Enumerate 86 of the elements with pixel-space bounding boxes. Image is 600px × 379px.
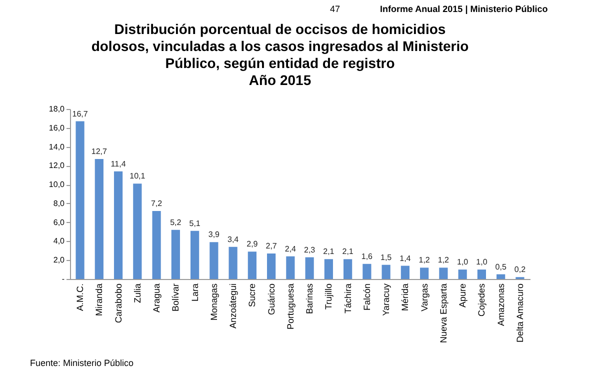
bar (133, 184, 142, 279)
y-tick-label: 12,0 (48, 161, 66, 170)
y-tick-label: - (62, 274, 65, 284)
data-label: 2,7 (266, 242, 278, 250)
data-label: 12,7 (91, 147, 108, 156)
text: Informe Anual 2015 | Ministerio Público (380, 4, 548, 14)
data-label: 1,0 (457, 258, 469, 267)
y-tick-label: 4,0 (53, 236, 66, 246)
data-label: 11,4 (110, 159, 126, 168)
bar (210, 242, 218, 279)
bar (344, 259, 352, 279)
data-label: 16,7 (72, 109, 88, 118)
x-tick-label: Monagas (208, 283, 219, 321)
y-tick-label: 8,0 (53, 198, 66, 208)
x-tick-label: Barinas (304, 283, 315, 314)
chart-subtitle: Año 2015 (248, 72, 312, 88)
bar (324, 259, 333, 279)
bar (267, 254, 276, 279)
x-tick-label: Zulia (132, 284, 142, 304)
data-label: 1,4 (400, 254, 412, 263)
y-tick-label: 6,0 (53, 218, 66, 227)
x-tick-label: Nueva Esparta (438, 284, 448, 344)
data-label: 3,9 (208, 230, 220, 240)
data-label: 2,9 (246, 240, 258, 249)
source-note: Fuente: Ministerio Público (30, 358, 134, 368)
data-label: 1,2 (418, 256, 430, 265)
x-tick-label: Vargas (419, 283, 430, 312)
bar (382, 264, 390, 279)
y-tick-label: 14,0 (48, 142, 66, 152)
bar (190, 230, 200, 279)
data-label: 5,2 (170, 218, 182, 227)
x-tick-label: A.M.C. (75, 284, 86, 312)
bar (400, 266, 410, 279)
y-tick-label: 10,0 (48, 180, 66, 190)
bar (305, 257, 314, 279)
data-label: 0,5 (495, 262, 507, 272)
x-tick-label: Trujillo (324, 284, 334, 310)
data-label: 1,5 (380, 252, 392, 262)
chart-title: Distribución porcentual de occisos de homicidios dolosos, vinculadas a los casos ingresados al Ministerio Público, según entidad de registro (91, 21, 469, 71)
x-tick-label: Lara (190, 284, 200, 302)
bar (362, 264, 372, 279)
x-tick-label: Apure (458, 284, 468, 308)
x-tick-label: Cojedes (476, 283, 487, 317)
bar (477, 270, 486, 279)
x-tick-label: Bolívar (170, 284, 181, 312)
data-label: 1,2 (438, 256, 450, 265)
x-tick-label: Táchira (342, 284, 353, 314)
x-tick-label: Portuguesa (285, 284, 296, 330)
x-tick-label: Aragua (152, 284, 162, 313)
data-label: 2,4 (284, 244, 297, 254)
bar (228, 246, 238, 279)
data-label: 7,2 (150, 199, 163, 208)
bar (248, 252, 256, 279)
x-tick-label: Guárico (266, 284, 276, 316)
bar (114, 171, 123, 279)
x-tick-label: Carabobo (113, 284, 124, 324)
data-label: 0,2 (514, 265, 526, 274)
bar (152, 211, 161, 279)
data-label: 5,1 (189, 218, 201, 228)
x-tick-label: Falcón (362, 284, 372, 311)
data-label: 1,0 (476, 258, 488, 267)
data-label: 3,4 (227, 234, 240, 244)
data-label: 10,1 (130, 172, 146, 181)
bar (171, 230, 180, 279)
data-label: 2,1 (323, 247, 335, 256)
y-tick-label: 16,0 (48, 123, 66, 132)
bar (420, 268, 429, 279)
x-tick-label: Miranda (94, 284, 104, 316)
x-tick-label: Mérida (400, 284, 410, 312)
x-tick-label: Anzoátegui (228, 284, 238, 329)
x-tick-label: Delta Amacuro (514, 284, 525, 343)
bar (439, 268, 448, 279)
bar (76, 121, 84, 279)
x-tick-label: Yaracuy (381, 283, 392, 316)
y-tick-label: 18,0 (48, 104, 66, 114)
bar (94, 159, 104, 279)
x-tick-label: Amazonas (496, 283, 506, 326)
data-label: 1,6 (361, 252, 374, 261)
text: 47 (330, 4, 340, 14)
x-tick-label: Sucre (247, 284, 258, 308)
bar (458, 270, 467, 279)
bar (496, 274, 506, 279)
y-tick-label: 2,0 (53, 256, 66, 265)
bar (286, 256, 295, 279)
data-label: 2,1 (342, 247, 354, 256)
data-label: 2,3 (304, 245, 316, 254)
